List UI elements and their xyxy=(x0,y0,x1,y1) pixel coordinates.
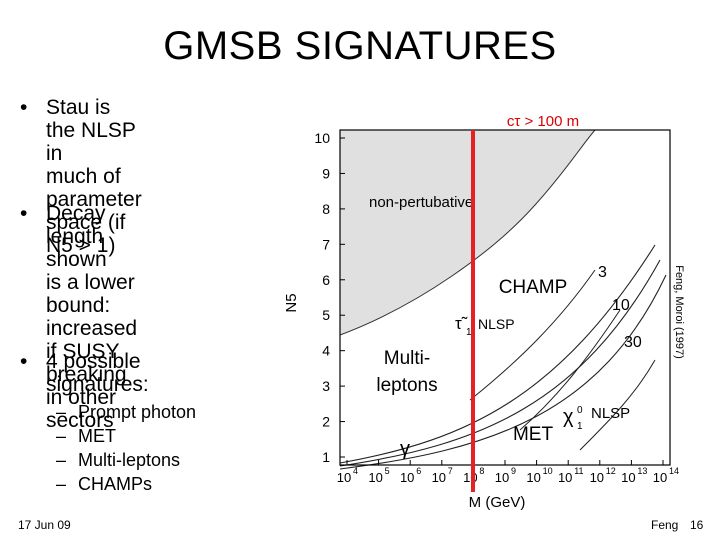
svg-text:NLSP: NLSP xyxy=(478,316,515,332)
y-tick-label: 2 xyxy=(322,414,330,430)
contour-label-10: 10 xyxy=(612,297,630,314)
x-tick-label: 10 xyxy=(337,470,351,485)
stau-nlsp-label: τ̃ 1 NLSP xyxy=(455,314,515,338)
y-tick-label: 5 xyxy=(322,307,330,323)
bullet-line: Decay length shown xyxy=(46,202,107,271)
bullet-line: much of parameter xyxy=(46,165,142,211)
bullet-line: is a lower bound: xyxy=(46,271,135,317)
y-tick-label: 4 xyxy=(322,343,330,359)
bullet-line: signatures: xyxy=(46,373,149,396)
x-tick-label: 10 xyxy=(590,470,604,485)
nonperturbative-region xyxy=(339,129,597,336)
x-axis-ticks: 10 4 10 5 10 6 10 7 10 8 10 9 10 10 10 11 10 12 10 13 10 14 xyxy=(337,460,679,485)
multileptons-label-line2: leptons xyxy=(376,375,437,396)
contour-curve-10 xyxy=(519,309,621,431)
y-axis-label: N5 xyxy=(283,293,300,312)
y-tick-label: 3 xyxy=(322,378,330,394)
citation-label: Feng, Moroi (1997) xyxy=(673,265,685,359)
y-tick-label: 8 xyxy=(322,201,330,217)
svg-text:1: 1 xyxy=(466,327,472,338)
slide-title: GMSB SIGNATURES xyxy=(163,24,557,68)
x-tick-label: 10 xyxy=(368,470,382,485)
bullet-dot: • xyxy=(20,202,28,225)
x-tick-label: 10 xyxy=(463,470,477,485)
photon-label: γ xyxy=(400,438,410,460)
contour-label-30: 30 xyxy=(624,334,642,351)
y-tick-label: 10 xyxy=(314,130,330,146)
bullet-dot: • xyxy=(20,350,28,373)
x-tick-exponent: 12 xyxy=(606,466,616,476)
x-tick-exponent: 10 xyxy=(543,466,553,476)
neutralino-nlsp-label: χ 0 1 NLSP xyxy=(563,405,630,432)
bullet-line: Stau is the NLSP in xyxy=(46,96,136,165)
met-label: MET xyxy=(513,424,554,445)
x-tick-exponent: 11 xyxy=(574,466,583,476)
bullet-line: space (if N5 > 1) xyxy=(46,211,126,257)
contour-curve-3 xyxy=(469,269,596,401)
x-tick-label: 10 xyxy=(653,470,667,485)
contour-curve-30 xyxy=(579,359,656,451)
svg-text:1: 1 xyxy=(577,421,583,432)
x-tick-label: 10 xyxy=(526,470,540,485)
x-tick-exponent: 6 xyxy=(416,466,421,476)
x-tick-exponent: 4 xyxy=(353,466,358,476)
x-tick-label: 10 xyxy=(621,470,635,485)
x-tick-exponent: 13 xyxy=(637,466,647,476)
footer-date: 17 Jun 09 xyxy=(18,518,71,532)
footer-author: Feng xyxy=(651,518,679,532)
x-tick-label: 10 xyxy=(495,470,509,485)
multileptons-label-line1: Multi- xyxy=(384,348,430,369)
x-axis-label: M (GeV) xyxy=(469,494,526,511)
champ-label: CHAMP xyxy=(499,277,568,298)
y-tick-label: 7 xyxy=(322,236,330,252)
svg-text:NLSP: NLSP xyxy=(591,405,630,422)
x-tick-label: 10 xyxy=(558,470,572,485)
y-tick-label: 9 xyxy=(322,165,330,181)
boundary-curve xyxy=(339,259,661,467)
bullet-line: sectors xyxy=(46,409,114,432)
decay-length-label: cτ > 100 m xyxy=(507,113,579,130)
y-tick-label: 1 xyxy=(322,449,330,465)
x-tick-label: 10 xyxy=(400,470,414,485)
svg-text:0: 0 xyxy=(577,405,583,416)
sub-bullet-label: MET xyxy=(78,426,116,446)
sub-bullet-label: Multi-leptons xyxy=(78,450,181,470)
x-tick-exponent: 5 xyxy=(385,466,390,476)
sub-bullet-label: CHAMPs xyxy=(78,474,153,494)
y-tick-label: 6 xyxy=(322,272,330,288)
x-tick-exponent: 7 xyxy=(448,466,453,476)
bullet-dot: • xyxy=(20,96,28,119)
boundary-curve xyxy=(339,244,656,464)
sub-bullet-label: Prompt photon xyxy=(78,402,197,422)
x-tick-label: 10 xyxy=(432,470,446,485)
x-tick-exponent: 9 xyxy=(511,466,516,476)
contour-label-3: 3 xyxy=(598,264,607,281)
x-tick-exponent: 14 xyxy=(669,466,679,476)
y-axis-ticks: 1 2 3 4 5 6 7 8 9 10 xyxy=(314,130,345,465)
bullet-line: 4 possible xyxy=(46,350,141,373)
page-number: 16 xyxy=(690,518,704,532)
bullet-line: breaking in other xyxy=(46,363,127,409)
x-tick-exponent: 8 xyxy=(479,466,484,476)
bullet-line: increased if SUSY xyxy=(46,317,138,363)
nonperturbative-label: non-pertubative xyxy=(369,194,473,211)
svg-text:χ: χ xyxy=(563,406,574,428)
